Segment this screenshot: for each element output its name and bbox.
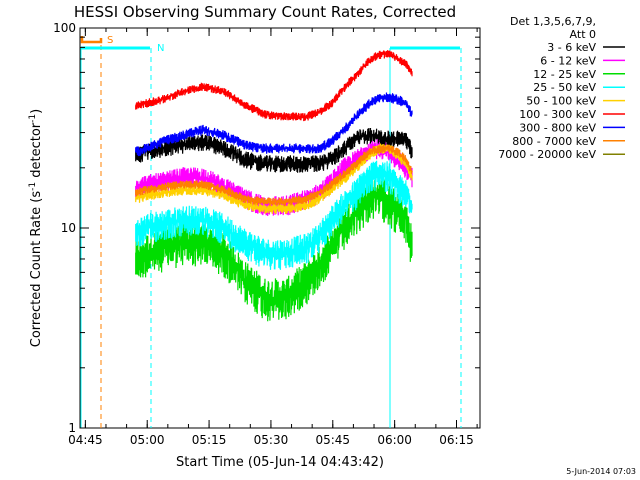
s-marker: S	[80, 35, 113, 428]
series-line	[135, 50, 413, 122]
legend-label: 25 - 50 keV	[533, 81, 596, 94]
legend-header-line-2: Att 0	[570, 28, 596, 41]
legend-label: 800 - 7000 keV	[512, 135, 596, 148]
y-axis-title-part-2: detector	[29, 122, 44, 182]
footer-date: 5-Jun-2014 07:03	[566, 467, 636, 476]
series-line	[135, 127, 413, 173]
series-line	[135, 92, 413, 157]
x-tick-label: 06:00	[377, 433, 412, 447]
y-axis-title-part-3: )	[29, 109, 44, 114]
x-tick-label: 05:00	[130, 433, 165, 447]
legend-header-line-1: Det 1,3,5,6,7,9,	[510, 15, 596, 28]
legend-label: 7000 - 20000 keV	[498, 148, 596, 161]
y-axis-title-sup-2: -1	[28, 114, 38, 123]
legend-label: 300 - 800 keV	[519, 121, 596, 134]
n-marker: N	[80, 43, 462, 428]
legend-label: 3 - 6 keV	[547, 41, 596, 54]
legend-label: 100 - 300 keV	[519, 108, 596, 121]
y-tick-label: 1	[68, 421, 76, 435]
y-tick-label: 100	[53, 21, 76, 35]
series-line	[135, 160, 413, 270]
x-tick-label: 06:15	[439, 433, 474, 447]
x-axis: 04:45 05:00 05:15 05:30 05:45 06:00 06:15	[68, 28, 478, 447]
legend-label: 12 - 25 keV	[533, 68, 596, 81]
y-axis: 1 10 100	[53, 21, 480, 435]
s-marker-bracket	[80, 36, 103, 44]
x-tick-label: 05:30	[254, 433, 289, 447]
legend-label: 50 - 100 keV	[526, 95, 596, 108]
y-axis-title-part-1: Corrected Count Rate (s	[29, 191, 44, 348]
x-tick-label: 05:45	[315, 433, 350, 447]
series-line	[135, 177, 413, 322]
series-line	[135, 144, 413, 207]
chart-title: HESSI Observing Summary Count Rates, Cor…	[74, 3, 456, 21]
y-tick-label: 10	[61, 221, 76, 235]
y-axis-title-sup-1: -1	[28, 182, 38, 191]
x-tick-label: 04:45	[68, 433, 103, 447]
s-marker-label: S	[107, 35, 113, 46]
legend-label: 6 - 12 keV	[540, 54, 596, 67]
x-tick-label: 05:15	[192, 433, 227, 447]
series-layer	[135, 50, 413, 322]
n-marker-label: N	[157, 43, 164, 54]
x-axis-title: Start Time (05-Jun-14 04:43:42)	[176, 455, 384, 470]
y-axis-title: Corrected Count Rate (s-1 detector-1)	[28, 109, 44, 347]
